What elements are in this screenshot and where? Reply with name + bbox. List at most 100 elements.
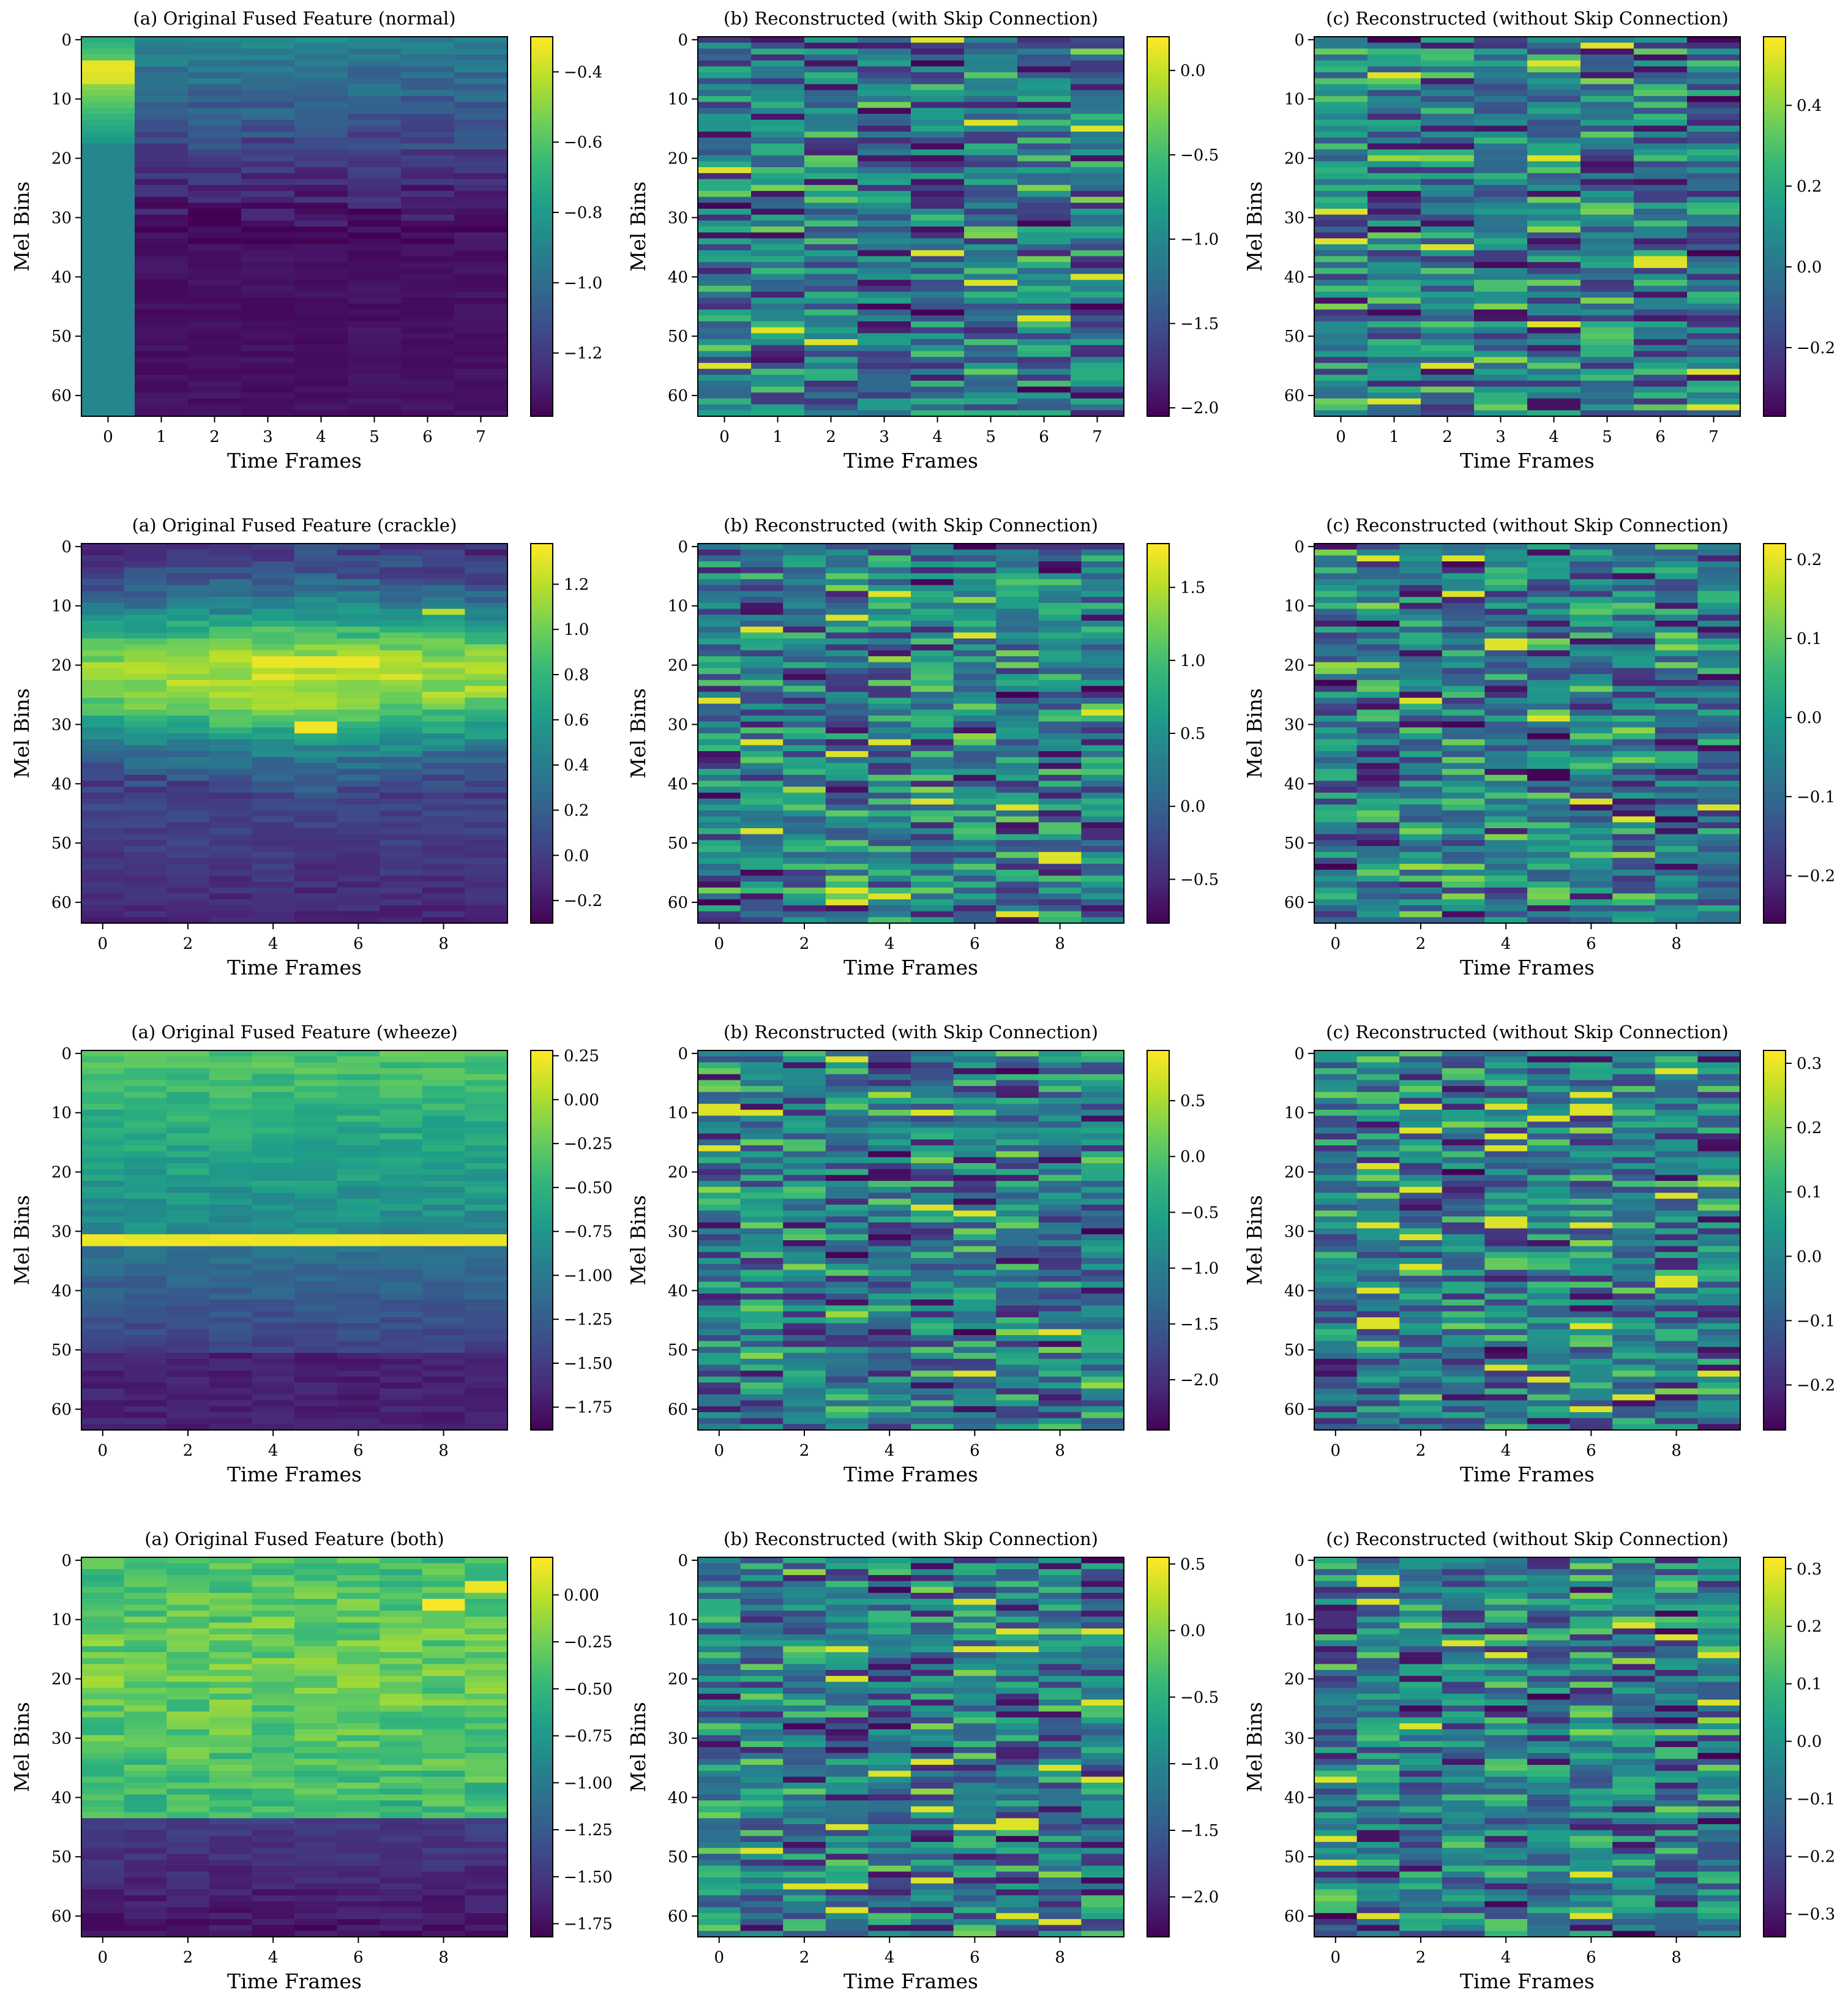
heatmap-cell: [1527, 893, 1571, 900]
colorbar-segment: [1764, 806, 1786, 810]
heatmap-cell: [1071, 362, 1124, 370]
heatmap-cell: [188, 125, 242, 132]
colorbar-segment: [1147, 230, 1169, 233]
colorbar-segment: [1764, 381, 1786, 385]
heatmap-cell: [1442, 763, 1485, 769]
heatmap-cell: [422, 899, 465, 906]
colorbar-segment: [1764, 299, 1786, 303]
heatmap-cell: [1697, 763, 1741, 769]
heatmap-cell: [81, 1056, 125, 1063]
heatmap-cell: [1038, 668, 1082, 675]
heatmap-cell: [81, 602, 125, 610]
heatmap-cell: [252, 1115, 295, 1122]
heatmap-cell: [911, 715, 954, 722]
colorbar-segment: [1764, 71, 1786, 75]
heatmap-cell: [953, 579, 997, 586]
heatmap-cell: [1687, 179, 1741, 185]
heatmap-cell: [1634, 143, 1688, 150]
heatmap-cell: [465, 763, 508, 769]
heatmap-cell: [1612, 602, 1656, 610]
heatmap-cell: [401, 244, 455, 251]
heatmap-cell: [1484, 615, 1528, 621]
heatmap-cell: [166, 1175, 210, 1181]
heatmap-cell: [1081, 656, 1124, 663]
colorbar-segment: [1147, 686, 1169, 690]
colorbar-segment: [1147, 378, 1169, 382]
heatmap-cell: [209, 822, 252, 829]
heatmap-cell: [1527, 822, 1571, 829]
heatmap-cell: [783, 615, 826, 621]
heatmap-cell: [294, 1091, 338, 1099]
heatmap-cell: [135, 386, 189, 393]
heatmap-cell: [1071, 351, 1124, 357]
colorbar-segment: [1764, 676, 1786, 680]
heatmap-cell: [1569, 727, 1613, 734]
heatmap-cell: [166, 1246, 210, 1252]
colorbar-segment: [1764, 569, 1786, 573]
colorbar-segment: [531, 818, 553, 823]
heatmap-cell: [348, 37, 402, 43]
heatmap-cell: [81, 167, 135, 174]
heatmap-cell: [294, 95, 348, 103]
heatmap-cell: [953, 608, 997, 615]
heatmap-cell: [740, 763, 784, 769]
heatmap-cell: [858, 173, 911, 180]
heatmap-cell: [454, 78, 508, 85]
heatmap-cell: [337, 644, 380, 651]
heatmap-cell: [825, 591, 869, 597]
colorbar-segment: [1764, 387, 1786, 392]
heatmap-cell: [294, 834, 338, 840]
heatmap-cell: [1612, 697, 1656, 705]
colorbar-segment: [531, 362, 553, 366]
heatmap-cell: [81, 132, 135, 138]
heatmap-cell: [294, 132, 348, 138]
heatmap-cell: [166, 792, 210, 799]
heatmap-cell: [1634, 90, 1688, 97]
heatmap-cell: [294, 274, 348, 280]
heatmap-cell: [1697, 739, 1741, 746]
heatmap-cell: [1081, 733, 1124, 740]
heatmap-cell: [1527, 119, 1581, 126]
colorbar-segment: [531, 56, 553, 59]
heatmap-cell: [465, 1293, 508, 1300]
heatmap-cell: [135, 95, 189, 103]
heatmap-cell: [465, 1287, 508, 1294]
colorbar-segment: [1764, 774, 1786, 778]
heatmap-cell: [348, 95, 402, 103]
heatmap-cell: [465, 1098, 508, 1104]
heatmap-cell: [911, 804, 954, 811]
heatmap-cell: [380, 1104, 423, 1110]
heatmap-cell: [1399, 727, 1443, 734]
heatmap-cell: [1527, 579, 1571, 586]
heatmap-cell: [1081, 840, 1124, 847]
heatmap-cell: [1081, 549, 1124, 556]
heatmap-cell: [1442, 893, 1485, 900]
heatmap-cell: [81, 1252, 125, 1259]
heatmap-cell: [209, 864, 252, 870]
colorbar-segment: [1147, 752, 1169, 756]
heatmap-cell: [422, 679, 465, 687]
heatmap-cell: [380, 769, 423, 776]
heatmap-cell: [1687, 226, 1741, 233]
heatmap-cell: [294, 232, 348, 239]
heatmap-cell: [81, 1329, 125, 1336]
colorbar-segment: [1764, 192, 1786, 195]
heatmap-cell: [1687, 95, 1741, 103]
heatmap-cell: [294, 1364, 338, 1371]
heatmap-cell: [1687, 48, 1741, 55]
heatmap-cell: [1697, 620, 1741, 627]
heatmap-cell: [996, 869, 1039, 877]
heatmap-cell: [911, 751, 954, 758]
heatmap-cell: [1081, 757, 1124, 764]
heatmap-cell: [1569, 780, 1613, 787]
heatmap-cell: [124, 1062, 167, 1069]
x-tick-label: 4: [1501, 935, 1511, 953]
heatmap-cell: [751, 268, 805, 275]
heatmap-cell: [81, 679, 125, 687]
heatmap-cell: [858, 380, 911, 387]
heatmap-cell: [751, 95, 805, 103]
heatmap-cell: [294, 226, 348, 233]
heatmap-cell: [1314, 357, 1368, 364]
heatmap-cell: [1634, 333, 1688, 340]
heatmap-cell: [166, 1062, 210, 1069]
